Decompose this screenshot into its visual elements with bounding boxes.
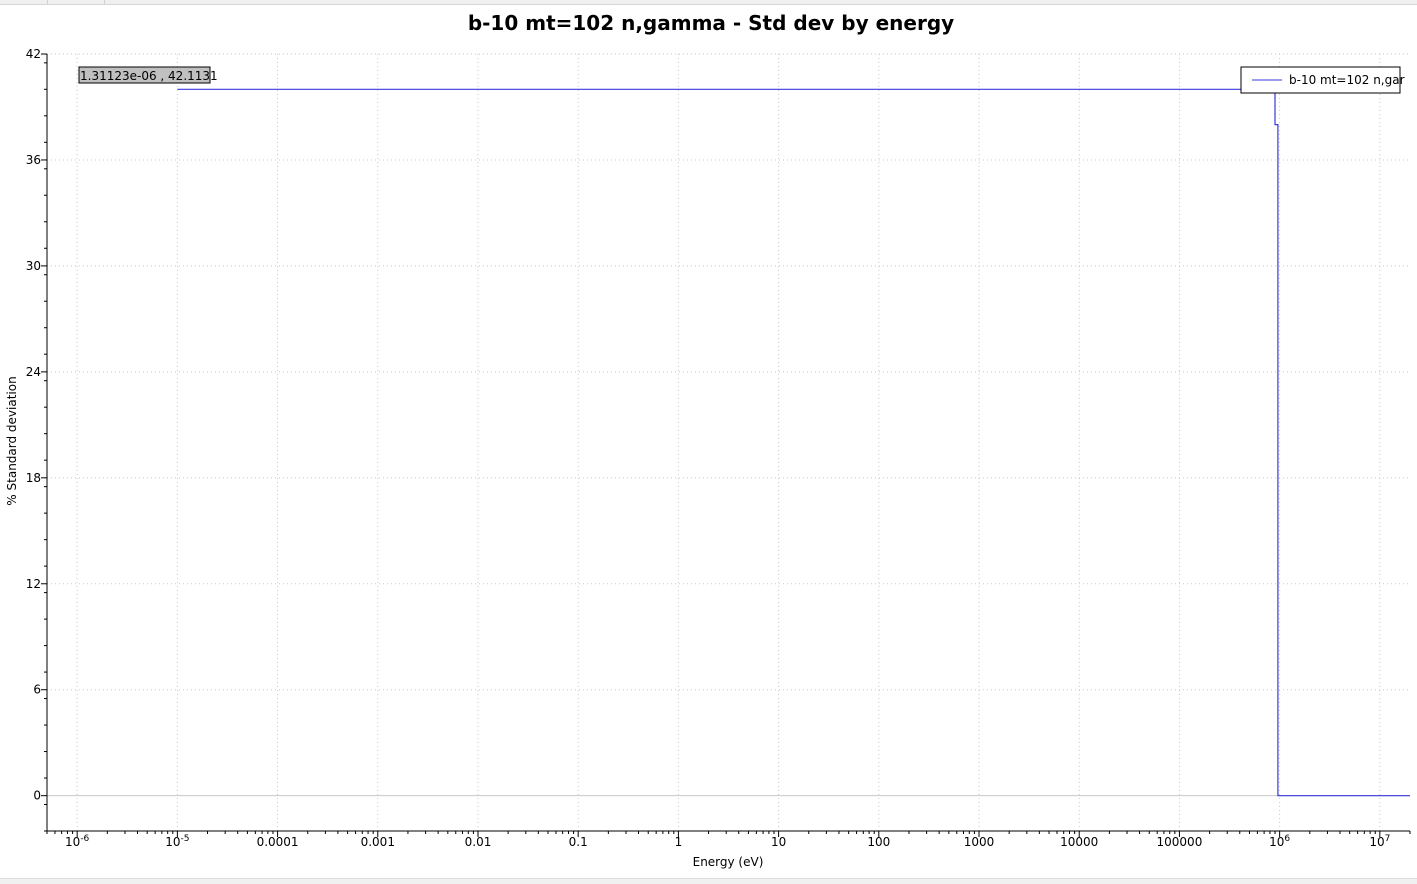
x-tick-label: 0.0001 <box>257 835 299 849</box>
x-tick-label: 10 <box>771 835 786 849</box>
x-tick-label: 106 <box>1269 834 1290 849</box>
x-tick-label: 100000 <box>1157 835 1203 849</box>
window-bottom-bar <box>0 878 1417 884</box>
x-tick-label: 0.001 <box>361 835 395 849</box>
coordinate-readout-text: 1.31123e-06 , 42.1131 <box>80 69 218 83</box>
y-tick-label: 36 <box>26 153 41 167</box>
x-tick-label: 1 <box>675 835 683 849</box>
y-tick-label: 0 <box>33 789 41 803</box>
series-line <box>177 88 1410 797</box>
y-tick-label: 30 <box>26 259 41 273</box>
x-tick-label: 10-6 <box>65 834 90 849</box>
y-tick-labels: 0 6 12 18 24 30 36 42 <box>26 47 41 803</box>
x-axis-label: Energy (eV) <box>693 855 764 869</box>
axes <box>41 53 1411 837</box>
x-tick-labels: 10-6 10-5 0.0001 0.001 0.01 0.1 1 10 100 1000 1000… <box>65 834 1390 849</box>
chart-title: b-10 mt=102 n,gamma - Std dev by energy <box>468 11 954 35</box>
x-tick-label: 10-5 <box>165 834 189 849</box>
grid <box>47 53 1410 831</box>
window-tab[interactable] <box>47 0 105 4</box>
y-tick-label: 24 <box>26 365 41 379</box>
y-tick-label: 18 <box>26 471 41 485</box>
x-tick-label: 107 <box>1369 834 1390 849</box>
x-tick-label: 0.01 <box>465 835 492 849</box>
legend[interactable]: b-10 mt=102 n,gar <box>1240 66 1405 94</box>
y-tick-label: 42 <box>26 47 41 61</box>
x-tick-label: 1000 <box>964 835 995 849</box>
y-axis-label: % Standard deviation <box>5 376 19 505</box>
y-tick-label: 6 <box>33 683 41 697</box>
x-tick-label: 100 <box>867 835 890 849</box>
x-tick-label: 0.1 <box>569 835 588 849</box>
x-tick-label: 10000 <box>1060 835 1098 849</box>
coordinate-readout: 1.31123e-06 , 42.1131 <box>78 66 218 84</box>
window-top-bar <box>0 0 1417 5</box>
series-layer <box>177 88 1410 797</box>
legend-label: b-10 mt=102 n,gar <box>1289 73 1405 87</box>
y-tick-label: 12 <box>26 577 41 591</box>
